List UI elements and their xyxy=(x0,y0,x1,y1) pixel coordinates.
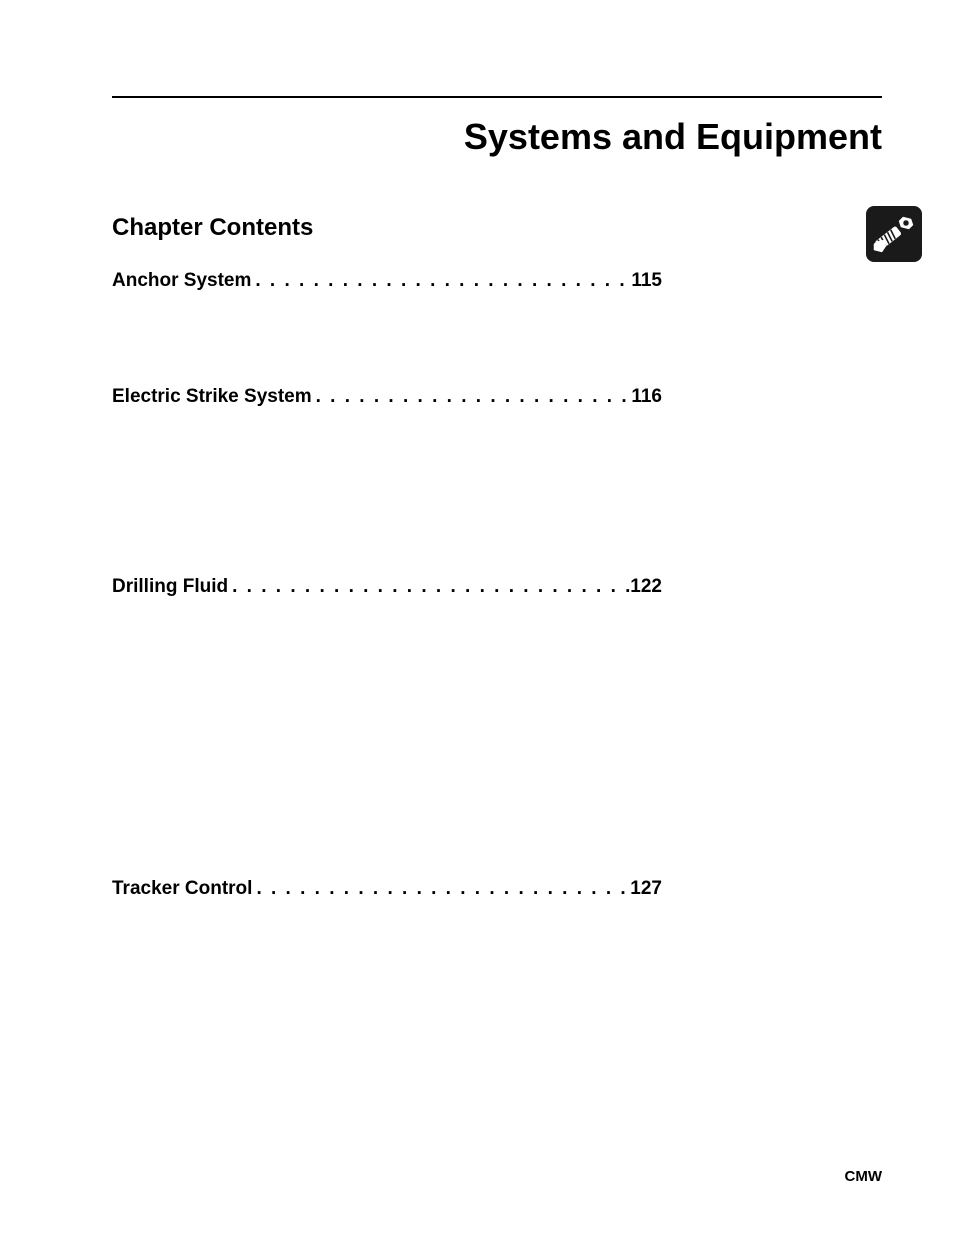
chapter-contents: Chapter Contents Anchor System 115 Elect… xyxy=(112,214,662,900)
toc-leader xyxy=(252,878,630,900)
footer-mark: CMW xyxy=(845,1168,883,1185)
contents-heading: Chapter Contents xyxy=(112,214,662,242)
toc-entry-anchor-system: Anchor System 115 xyxy=(112,270,662,292)
toc-entry-tracker-control: Tracker Control 127 xyxy=(112,878,662,900)
bolt-nut-svg xyxy=(872,212,916,256)
toc-label: Tracker Control xyxy=(112,878,252,900)
toc-page: 115 xyxy=(631,270,662,292)
toc-label: Drilling Fluid xyxy=(112,576,228,598)
toc-page: 116 xyxy=(631,386,662,408)
page-title: Systems and Equipment xyxy=(112,116,882,158)
toc-leader xyxy=(228,576,630,598)
bolt-nut-icon xyxy=(866,206,922,262)
header-rule xyxy=(112,96,882,98)
toc-entry-drilling-fluid: Drilling Fluid 122 xyxy=(112,576,662,598)
toc-page: 127 xyxy=(630,878,662,900)
toc-label: Anchor System xyxy=(112,270,251,292)
toc-leader xyxy=(312,386,632,408)
toc-label: Electric Strike System xyxy=(112,386,312,408)
toc-leader xyxy=(251,270,631,292)
toc-page: 122 xyxy=(630,576,662,598)
toc-entry-electric-strike-system: Electric Strike System 116 xyxy=(112,386,662,408)
